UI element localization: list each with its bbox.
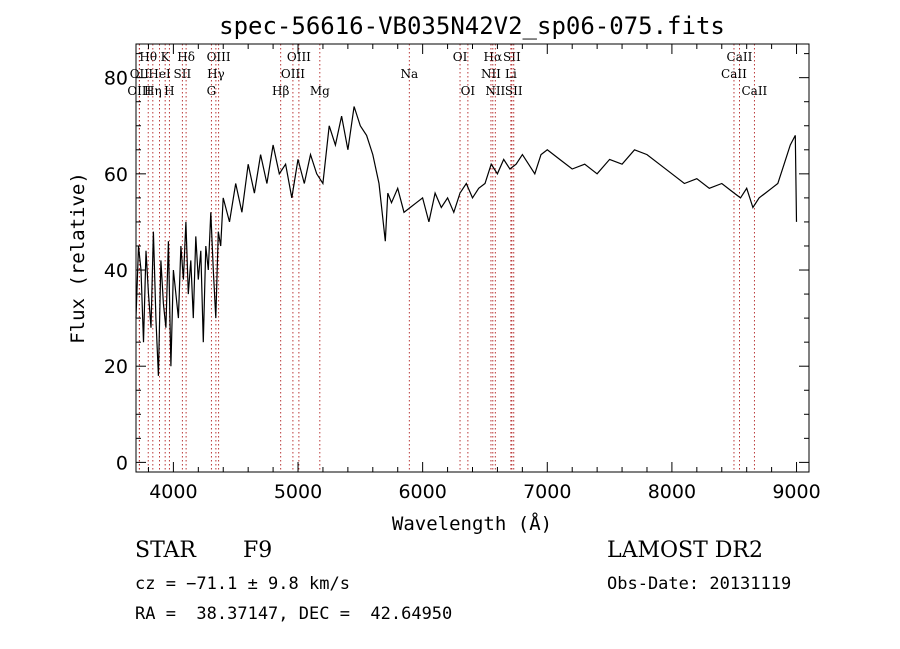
x-tick-label: 5000 xyxy=(274,481,322,503)
survey-name: LAMOST DR2 xyxy=(607,538,763,563)
spectral-line-label: OIII xyxy=(281,67,305,81)
spectral-line-label: Li xyxy=(505,67,517,81)
x-axis-label: Wavelength (Å) xyxy=(392,512,552,535)
y-tick-label: 20 xyxy=(104,356,128,378)
x-tick-label: 9000 xyxy=(772,481,820,503)
spectral-line-label: Hη xyxy=(144,84,162,98)
spectral-line-label: SII xyxy=(505,84,523,98)
plot-frame xyxy=(135,43,810,473)
y-tick-label: 0 xyxy=(116,452,128,474)
spectral-line-label: Hα xyxy=(484,50,503,64)
spectral-line-label: H xyxy=(164,84,174,98)
x-tick-label: 6000 xyxy=(398,481,446,503)
spectral-line-label: Na xyxy=(400,67,418,81)
x-axis-ticks: 4000 5000 6000 7000 8000 9000 xyxy=(147,44,821,503)
y-axis-ticks: 0 20 40 60 80 xyxy=(104,53,809,474)
spectral-line-label: K xyxy=(161,50,171,64)
spectral-line-label: CaII xyxy=(721,67,747,81)
redshift-velocity: cz = −71.1 ± 9.8 km/s xyxy=(135,574,350,594)
spectral-line-label: Hβ xyxy=(272,84,289,98)
y-tick-label: 40 xyxy=(104,260,128,282)
observation-date: Obs-Date: 20131119 xyxy=(607,574,792,594)
chart-title: spec-56616-VB035N42V2_sp06-075.fits xyxy=(219,12,725,40)
y-tick-label: 80 xyxy=(104,68,128,90)
spectral-line-label: OI xyxy=(453,50,468,64)
spectral-line-label: Hδ xyxy=(177,50,195,64)
spectral-line-label: NII xyxy=(481,67,501,81)
object-class: STAR xyxy=(135,538,196,563)
x-tick-label: 8000 xyxy=(648,481,696,503)
spectral-line-label: Hθ xyxy=(139,50,157,64)
spectral-line-label: HeI xyxy=(148,67,171,81)
spectral-line-label: SII xyxy=(174,67,192,81)
sky-coordinates: RA = 38.37147, DEC = 42.64950 xyxy=(135,604,453,624)
spectral-line-label: NII xyxy=(485,84,505,98)
spectral-line-label: SII xyxy=(503,50,521,64)
x-tick-label: 7000 xyxy=(523,481,571,503)
spectral-line-label: Hγ xyxy=(207,67,225,81)
spectral-line-label: OIII xyxy=(207,50,231,64)
y-tick-label: 60 xyxy=(104,164,128,186)
spectral-line-label: CaII xyxy=(727,50,753,64)
object-subclass: F9 xyxy=(243,538,273,563)
spectral-line-label: OI xyxy=(461,84,476,98)
spectrum-series-line xyxy=(135,106,798,376)
spectral-line-label: CaII xyxy=(741,84,767,98)
y-axis-label: Flux (relative) xyxy=(67,172,89,344)
spectral-line-label: G xyxy=(207,84,217,98)
spectral-line-label: OIII xyxy=(287,50,311,64)
x-tick-label: 4000 xyxy=(149,481,197,503)
spectral-line-label: OIII xyxy=(127,84,151,98)
spectral-line-label: Mg xyxy=(310,84,330,98)
